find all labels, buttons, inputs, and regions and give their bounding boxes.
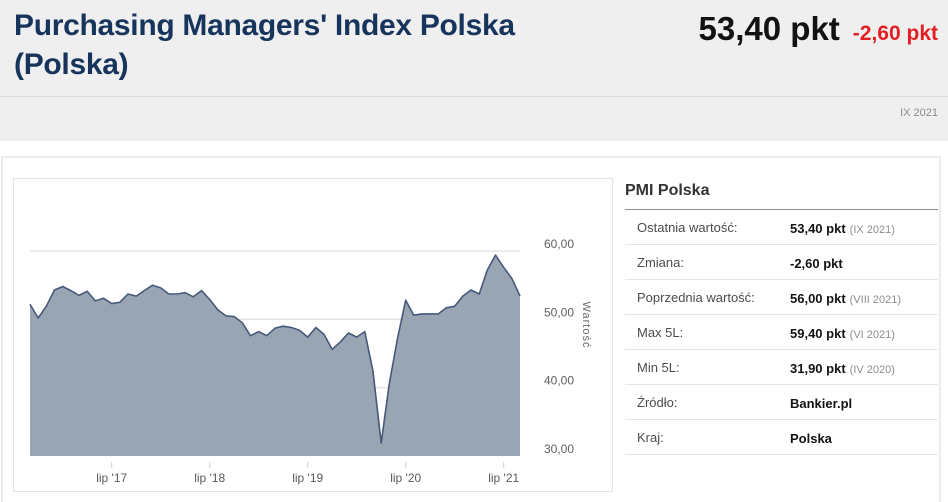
page-title-line2: (Polska) — [14, 48, 129, 81]
row-value: 53,40 pkt — [790, 221, 846, 236]
row-value: 31,90 pkt — [790, 361, 846, 376]
row-sub: (IV 2020) — [849, 364, 895, 376]
row-value: Bankier.pl — [790, 396, 853, 411]
table-row: Zmiana: -2,60 pkt — [625, 245, 938, 280]
row-value: -2,60 pkt — [790, 256, 843, 271]
row-value: 56,00 pkt — [790, 291, 846, 306]
table-row: Max 5L: 59,40 pkt (VI 2021) — [625, 315, 938, 350]
table-row: Poprzednia wartość: 56,00 pkt (VIII 2021) — [625, 280, 938, 315]
y-axis-tick-label: 60,00 — [544, 237, 574, 251]
pmi-panel: PMI Polska Ostatnia wartość: 53,40 pkt (I… — [625, 178, 938, 455]
current-value: 53,40 pkt — [698, 10, 840, 47]
x-axis-tick-label: lip '19 — [292, 471, 323, 485]
row-label: Zmiana: — [637, 255, 684, 270]
table-row: Min 5L: 31,90 pkt (IV 2020) — [625, 350, 938, 385]
table-row: Kraj: Polska — [625, 420, 938, 455]
pmi-area-chart[interactable]: 60,00 50,00 40,00 30,00 lip '17 lip '18 lip '1… — [14, 179, 612, 491]
y-axis-tick-label: 40,00 — [544, 374, 574, 388]
panel-title-divider — [625, 209, 938, 210]
area-fill — [30, 255, 520, 456]
row-label: Kraj: — [637, 430, 664, 445]
row-sub: (IX 2021) — [849, 224, 895, 236]
x-axis-tick-label: lip '21 — [488, 471, 519, 485]
page-title-line1: Purchasing Managers' Index Polska — [14, 9, 515, 42]
panel-title: PMI Polska — [625, 182, 710, 199]
row-value: Polska — [790, 431, 832, 446]
row-value: 59,40 pkt — [790, 326, 846, 341]
row-label: Ostatnia wartość: — [637, 220, 738, 235]
x-axis-tick-label: lip '20 — [390, 471, 421, 485]
x-axis-tick-label: lip '17 — [96, 471, 127, 485]
header-values: 53,40 pkt -2,60 pkt — [699, 10, 938, 48]
y-axis-title: Wartość — [580, 302, 592, 349]
page-header: Purchasing Managers' Index Polska (Polsk… — [0, 0, 948, 141]
chart-card: 60,00 50,00 40,00 30,00 lip '17 lip '18 lip '1… — [13, 178, 613, 492]
change-value: -2,60 pkt — [852, 22, 938, 45]
y-axis-tick-label: 50,00 — [544, 305, 574, 319]
x-axis-tick-label: lip '18 — [194, 471, 225, 485]
area-line — [29, 254, 521, 444]
table-row: Źródło: Bankier.pl — [625, 385, 938, 420]
row-label: Źródło: — [637, 395, 678, 410]
header-divider — [0, 96, 948, 97]
period-label: IX 2021 — [900, 107, 938, 119]
row-label: Max 5L: — [637, 325, 684, 340]
page-title: Purchasing Managers' Index Polska (Polsk… — [14, 6, 634, 84]
row-sub: (VIII 2021) — [849, 294, 902, 306]
row-sub: (VI 2021) — [849, 329, 895, 341]
y-axis-tick-label: 30,00 — [544, 442, 574, 456]
row-label: Poprzednia wartość: — [637, 290, 755, 305]
table-row: Ostatnia wartość: 53,40 pkt (IX 2021) — [625, 210, 938, 245]
row-label: Min 5L: — [637, 360, 680, 375]
